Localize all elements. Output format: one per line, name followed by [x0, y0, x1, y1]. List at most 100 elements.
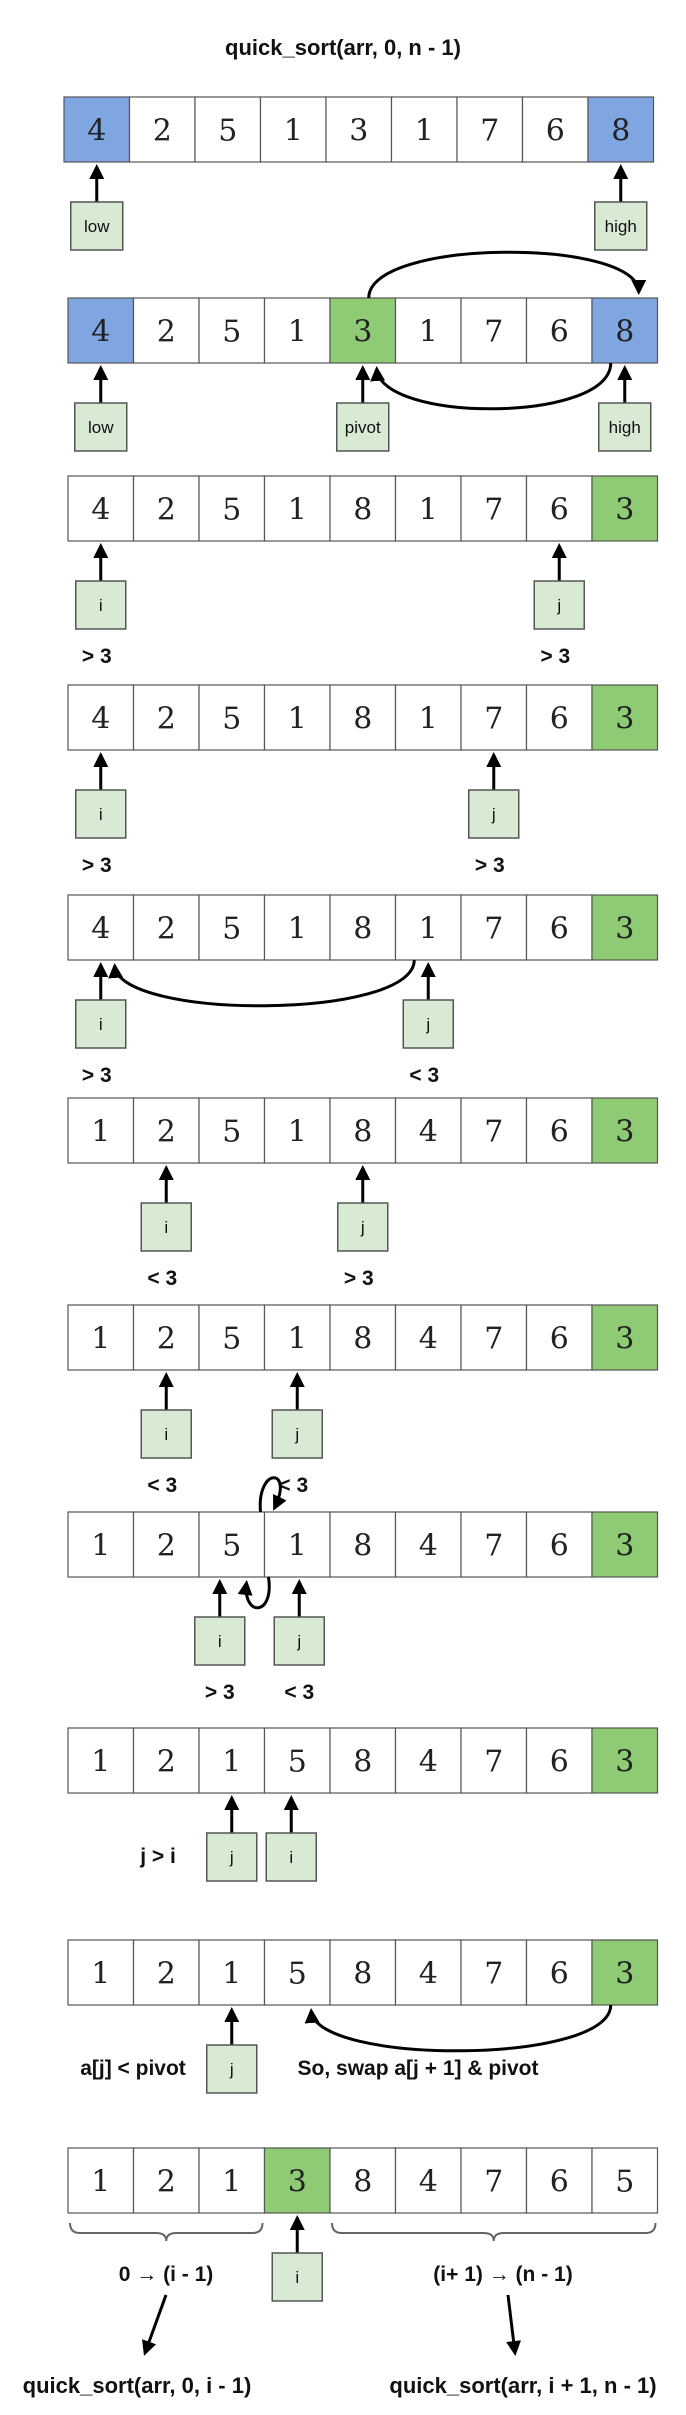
pointer-high: high	[594, 164, 648, 251]
cell-value: 3	[615, 1115, 634, 1150]
cell-box	[525, 684, 593, 751]
cell-box	[460, 297, 528, 364]
page-title: quick_sort(arr, 0, n - 1)	[225, 35, 461, 60]
swap-arrows	[304, 2004, 613, 2053]
pointer-box	[206, 2044, 258, 2094]
cell-value: 7	[484, 493, 503, 528]
cell-box	[263, 297, 331, 364]
pointer-box	[271, 1409, 323, 1459]
cell-value: 5	[222, 912, 241, 947]
cell-value: 3	[615, 1957, 634, 1992]
comparison-note: > 3	[475, 854, 505, 877]
pointer-i: i	[265, 1795, 317, 1882]
side-note: j > i	[139, 1845, 176, 1868]
cell-value: 6	[550, 912, 569, 947]
cell-value: 3	[615, 1322, 634, 1357]
cell-box	[329, 1939, 397, 2006]
pointer-box	[468, 789, 520, 839]
array-cell: 6	[525, 1727, 593, 1794]
cell-box	[525, 894, 593, 961]
array-cell: 8	[329, 1097, 397, 1164]
cell-value: 7	[484, 1322, 503, 1357]
array-cell: 8	[329, 684, 397, 751]
cell-box	[591, 1511, 659, 1578]
array-cell: 1	[67, 1304, 135, 1371]
array-cell: 1	[394, 475, 462, 542]
cell-box	[460, 1511, 528, 1578]
cell-value: 1	[222, 2165, 241, 2200]
cell-value: 6	[550, 493, 569, 528]
array-cell: 1	[198, 2147, 266, 2214]
cell-value: 5	[288, 1745, 307, 1780]
array-row: 1 2 5 1 8 4 7 6 3 i j > 3 < 3	[67, 1476, 659, 1704]
right-range-label: (i+ 1) → (n - 1)	[433, 2263, 572, 2286]
cell-value: 1	[222, 1957, 241, 1992]
array-cell: 8	[329, 2147, 397, 2214]
array-cell: 1	[263, 684, 331, 751]
cell-box	[394, 1511, 462, 1578]
array-cell: 7	[460, 894, 528, 961]
cell-value: 4	[91, 493, 110, 528]
array-cell: 4	[63, 96, 131, 163]
cell-box	[263, 1939, 331, 2006]
pointer-j: j	[468, 752, 520, 839]
array-cell: 2	[132, 475, 200, 542]
array-cell: 1	[67, 1511, 135, 1578]
array-cell: 5	[194, 96, 262, 163]
array-cell: 3	[591, 1939, 659, 2006]
array-cell: 7	[460, 2147, 528, 2214]
array-cell: 8	[329, 894, 397, 961]
array-cell: 3	[325, 96, 393, 163]
pointer-label: j	[425, 1015, 430, 1034]
cell-box	[587, 96, 655, 163]
cell-box	[460, 1727, 528, 1794]
pointer-i: i	[271, 2215, 323, 2302]
pointer-i: i	[75, 752, 127, 839]
cell-box	[394, 297, 462, 364]
cell-value: 7	[484, 2165, 503, 2200]
cell-value: 6	[550, 1322, 569, 1357]
cell-value: 2	[157, 1957, 176, 1992]
pointer-label: i	[99, 1015, 103, 1034]
cell-box	[198, 1727, 266, 1794]
array-cell: 6	[525, 1511, 593, 1578]
comparison-note: < 3	[409, 1064, 439, 1087]
pointer-j: j	[337, 1165, 389, 1252]
cell-value: 1	[288, 912, 307, 947]
cell-value: 1	[419, 493, 438, 528]
comparison-note: > 3	[82, 1064, 112, 1087]
cell-value: 3	[349, 114, 368, 149]
cell-value: 4	[419, 2165, 438, 2200]
cell-value: 3	[615, 1529, 634, 1564]
cell-box	[67, 1727, 135, 1794]
pointer-box	[75, 789, 127, 839]
cell-value: 4	[419, 1115, 438, 1150]
cell-value: 2	[157, 2165, 176, 2200]
comparison-note: > 3	[344, 1267, 374, 1290]
cell-box	[525, 1727, 593, 1794]
array-row: 1 2 1 5 8 4 7 6 3 j a[j] < pivot So, swap a[j + 1] …	[67, 1939, 659, 2094]
cell-box	[394, 684, 462, 751]
cell-box	[132, 1304, 200, 1371]
cell-box	[67, 1097, 135, 1164]
array-cell: 7	[456, 96, 524, 163]
cell-box	[329, 1097, 397, 1164]
array-cell: 4	[394, 1511, 462, 1578]
cell-box	[263, 1097, 331, 1164]
cell-value: 3	[353, 315, 372, 350]
cell-value: 1	[288, 493, 307, 528]
cell-value: 2	[157, 912, 176, 947]
cell-box	[263, 1511, 331, 1578]
cell-box	[525, 1304, 593, 1371]
array-cell: 5	[198, 1097, 266, 1164]
array-cell: 5	[263, 1727, 331, 1794]
cell-value: 2	[153, 114, 172, 149]
cell-value: 8	[353, 2165, 372, 2200]
cell-value: 6	[550, 1745, 569, 1780]
cell-value: 1	[222, 1745, 241, 1780]
cell-value: 1	[91, 1529, 110, 1564]
pointer-i: i	[140, 1372, 192, 1459]
cell-box	[460, 1097, 528, 1164]
pointer-box	[594, 201, 648, 251]
